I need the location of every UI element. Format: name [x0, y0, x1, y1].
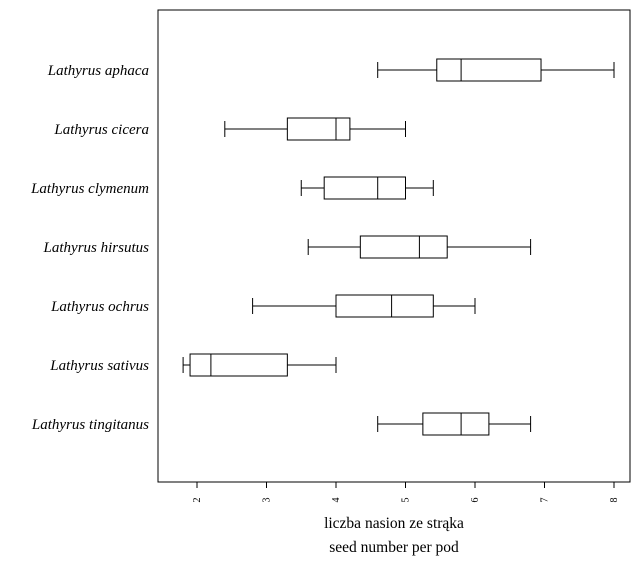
x-tick-label: 3 [262, 498, 273, 503]
category-label: Lathyrus aphaca [47, 63, 149, 79]
iqr-box [436, 58, 542, 82]
boxes-layer [182, 58, 615, 436]
box-group [224, 117, 406, 141]
x-tick-label: 2 [192, 498, 203, 503]
x-tick-label: 6 [470, 498, 481, 503]
iqr-box [189, 353, 288, 377]
category-label: Lathyrus clymenum [30, 181, 149, 197]
box-group [307, 235, 532, 259]
category-label: Lathyrus sativus [49, 358, 149, 374]
box-group [182, 353, 337, 377]
plot-frame [157, 9, 631, 483]
x-axis-title-line-2: seed number per pod [329, 539, 459, 556]
iqr-box [422, 412, 490, 436]
box-group [377, 412, 532, 436]
box-group [377, 58, 615, 82]
category-label: Lathyrus ochrus [50, 299, 149, 315]
iqr-box [335, 294, 434, 318]
category-label: Lathyrus hirsutus [43, 240, 150, 256]
x-tick-label: 5 [401, 498, 412, 503]
x-tick-label: 8 [609, 498, 620, 503]
x-tick-label: 7 [540, 498, 551, 503]
box-group [252, 294, 476, 318]
iqr-box [359, 235, 448, 259]
box-group [300, 176, 434, 200]
x-axis-title-line-1: liczba nasion ze strąka [324, 515, 464, 532]
category-labels: Lathyrus aphaca Lathyrus cicera Lathyrus c… [30, 63, 149, 433]
x-tick-label: 4 [331, 498, 342, 503]
category-label: Lathyrus cicera [53, 122, 149, 138]
iqr-box [323, 176, 406, 200]
iqr-box [286, 117, 351, 141]
x-axis: 2 3 4 5 6 7 8 [192, 482, 620, 503]
category-label: Lathyrus tingitanus [31, 417, 149, 433]
